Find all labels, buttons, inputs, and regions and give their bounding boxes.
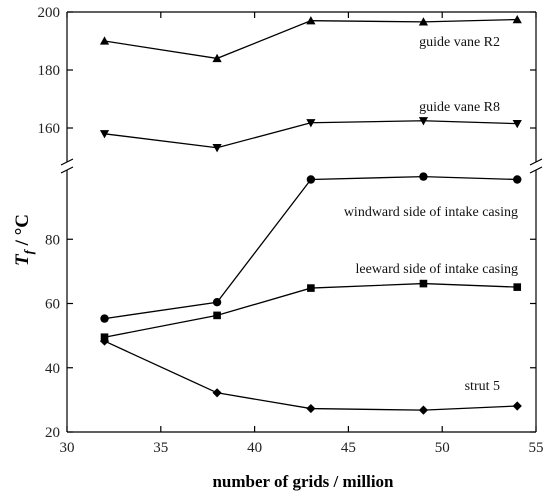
series-guide-vane-r2-marker [212,53,222,63]
series-windward-side-of-intake-casing [100,172,522,323]
series-strut-5-marker [306,403,316,414]
series-guide-vane-r2 [99,14,522,63]
plot-frame [60,11,543,433]
series-guide-vane-r8-marker [99,130,110,139]
series-leeward-side-of-intake-casing-marker [513,283,522,291]
x-tick-label: 45 [341,440,356,456]
y-tick-label-upper: 160 [38,121,61,137]
ticks: 30 35 40 45 50 55 160 180 200 20 40 60 80 [38,5,544,456]
y-axis-title-subscript: f [21,248,36,254]
series-line-windward-side-of-intake-casing [104,175,518,320]
x-axis-title: number of grids / million [212,472,394,491]
series-strut-5-marker [212,388,222,398]
series-label-strut-5: strut 5 [465,379,500,394]
series-guide-vane-r2-marker [306,16,316,25]
series-guide-vane-r8-marker [212,144,222,153]
axis-break-right-top [529,158,543,166]
y-tick-label-upper: 180 [38,63,61,79]
series-strut-5-marker [99,336,110,346]
series-leeward-side-of-intake-casing-marker [419,279,428,288]
series-layer [99,14,522,415]
x-tick-label: 55 [529,440,544,456]
series-windward-side-of-intake-casing-marker [100,314,109,323]
series-guide-vane-r2-marker [99,36,110,45]
y-tick-label-lower: 60 [45,297,60,313]
series-guide-vane-r8 [99,117,522,153]
series-label-leeward-side-of-intake-casing: leeward side of intake casing [356,262,519,277]
x-tick-label: 35 [153,440,168,456]
series-windward-side-of-intake-casing-marker [419,172,428,181]
series-strut-5 [99,336,522,415]
series-leeward-side-of-intake-casing-marker [213,311,221,320]
axis-break-left-bottom [60,166,74,174]
y-tick-label-upper: 200 [38,5,61,21]
series-strut-5-marker [512,401,522,411]
series-windward-side-of-intake-casing-marker [212,298,222,307]
x-tick-label: 40 [247,440,262,456]
y-tick-label-lower: 40 [45,361,60,377]
series-label-windward-side-of-intake-casing: windward side of intake casing [344,205,518,220]
series-windward-side-of-intake-casing-marker [306,175,316,184]
y-axis-title-main: T [12,253,33,266]
series-label-guide-vane-r2: guide vane R2 [419,35,500,50]
series-windward-side-of-intake-casing-marker [513,175,522,184]
y-axis-title-unit: / °C [12,214,33,250]
axis-break-right-bottom [529,166,543,174]
series-strut-5-marker [418,405,429,415]
y-tick-label-lower: 20 [45,425,60,441]
series-line-strut-5 [104,340,518,411]
series-label-guide-vane-r8: guide vane R8 [419,100,500,115]
series-guide-vane-r2-marker [512,14,522,24]
x-tick-label: 30 [60,440,75,456]
x-tick-label: 50 [435,440,450,456]
series-guide-vane-r2-marker [418,17,429,26]
y-axis-title: Tf / °C [12,214,36,266]
y-tick-label-lower: 80 [45,232,60,248]
series-guide-vane-r8-marker [512,119,522,129]
series-guide-vane-r8-marker [418,117,429,126]
series-leeward-side-of-intake-casing-marker [307,284,315,292]
series-labels: guide vane R2 guide vane R8 windward side … [344,35,518,394]
series-guide-vane-r8-marker [306,119,316,128]
axis-break-left-top [60,158,74,166]
